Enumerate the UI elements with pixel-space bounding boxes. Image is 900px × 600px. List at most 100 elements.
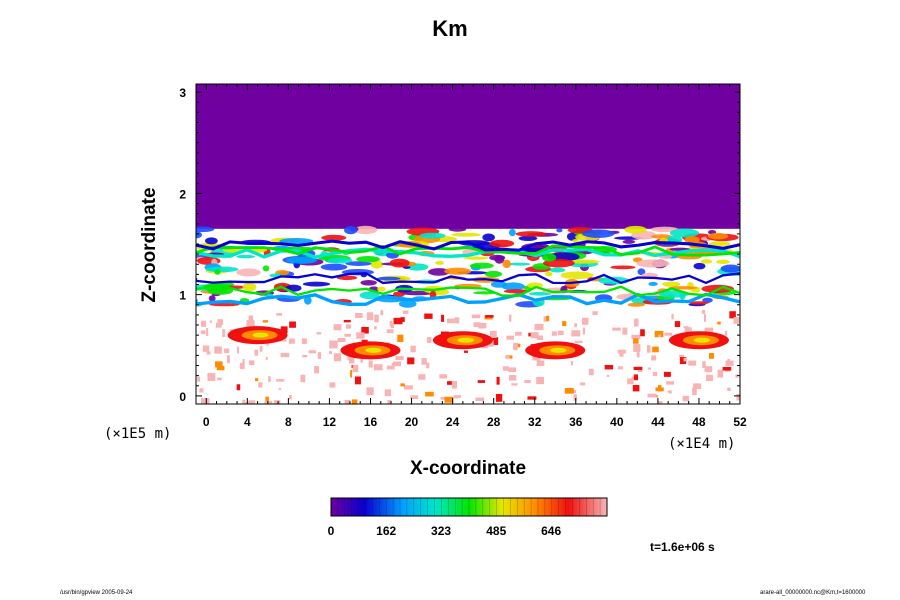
mid-layer-band xyxy=(196,292,740,306)
mid-layer-blob xyxy=(205,266,239,273)
mid-layer-blob xyxy=(637,268,646,276)
mid-layer-blob xyxy=(359,291,380,300)
lower-speckle xyxy=(246,320,255,327)
lower-speckle xyxy=(206,328,209,336)
lower-speckle xyxy=(343,319,351,323)
footer-right: arare-all_00000000.nc@Km,t=1600000 xyxy=(760,590,866,596)
colorbar-gradient xyxy=(331,498,607,516)
lower-speckle xyxy=(606,374,610,377)
x-tick-label: 28 xyxy=(487,415,501,429)
mid-layer-blob xyxy=(716,259,730,264)
lower-speckle xyxy=(214,346,222,354)
lower-speckle xyxy=(536,335,543,341)
lower-speckle xyxy=(236,346,240,354)
lower-speckle xyxy=(683,326,689,329)
lower-speckle xyxy=(402,310,409,314)
colorbar-frame xyxy=(330,497,608,517)
x-tick-label: 24 xyxy=(446,415,460,429)
lower-speckle xyxy=(202,345,210,352)
plume-core xyxy=(365,347,382,353)
lower-speckle xyxy=(447,381,455,385)
mid-layer-blob xyxy=(622,239,636,244)
mid-layer-blob xyxy=(209,303,240,307)
lower-speckle xyxy=(530,332,539,339)
lower-speckle xyxy=(636,350,640,358)
lower-speckle xyxy=(217,377,222,381)
lower-speckle xyxy=(496,376,500,385)
time-label: t=1.6e+06 s xyxy=(650,540,715,554)
lower-speckle xyxy=(444,396,454,403)
lower-speckle xyxy=(573,394,577,401)
lower-speckle xyxy=(477,380,486,383)
lower-speckle xyxy=(222,329,226,338)
mid-layer-blob xyxy=(236,254,256,259)
lower-speckle xyxy=(329,382,336,388)
lower-speckle xyxy=(633,366,643,371)
lower-speckle xyxy=(255,378,259,382)
lower-speckle xyxy=(248,315,254,323)
mid-layer-blob xyxy=(428,268,450,276)
mid-layer-blob xyxy=(549,267,566,273)
lower-speckle xyxy=(664,332,673,336)
lower-speckle xyxy=(582,327,586,335)
lower-speckle xyxy=(704,327,714,336)
mid-layer-blob xyxy=(484,270,503,278)
lower-speckle xyxy=(199,388,204,393)
y-tick-label: 2 xyxy=(179,187,186,201)
lower-speckle xyxy=(393,317,403,325)
mid-layer-blob xyxy=(482,233,495,242)
mid-layer-blob xyxy=(242,282,257,292)
lower-speckle xyxy=(688,360,697,366)
mid-layer-blob xyxy=(327,257,353,264)
mid-layer-blob xyxy=(196,226,215,233)
lower-speckle xyxy=(216,365,225,371)
lower-speckle xyxy=(316,332,322,335)
mid-layer-blob xyxy=(344,226,358,235)
lower-speckle xyxy=(667,390,672,393)
lower-speckle xyxy=(622,327,628,335)
mid-layer-blob xyxy=(196,231,202,239)
lower-speckle xyxy=(207,373,216,381)
lower-speckle xyxy=(495,393,503,402)
lower-speckle xyxy=(612,327,621,331)
mid-layer-blob xyxy=(702,297,713,303)
lower-speckle xyxy=(564,387,574,394)
lower-speckle xyxy=(314,366,320,374)
lower-speckle xyxy=(725,360,734,366)
plume-core xyxy=(457,337,474,343)
mid-layer-blob xyxy=(321,234,347,241)
lower-speckle xyxy=(197,376,201,382)
lower-speckle xyxy=(633,338,639,344)
lower-speckle xyxy=(368,360,373,368)
lower-speckle xyxy=(404,385,413,390)
mid-layer-blob xyxy=(708,241,731,247)
mid-layer-blob xyxy=(448,226,467,232)
lower-speckle xyxy=(528,332,532,337)
lower-speckle xyxy=(242,399,246,404)
lower-speckle xyxy=(574,340,583,343)
lower-speckle xyxy=(545,315,550,322)
lower-speckle xyxy=(410,345,416,353)
lower-speckle xyxy=(571,330,581,337)
lower-speckle xyxy=(543,316,546,322)
lower-speckle xyxy=(393,361,401,367)
mid-layer-blob xyxy=(336,275,358,281)
lower-speckle xyxy=(384,389,392,397)
lower-speckle xyxy=(301,338,307,345)
lower-speckle xyxy=(582,317,589,325)
lower-speckle xyxy=(200,330,206,335)
lower-speckle xyxy=(666,381,674,385)
lower-speckle xyxy=(397,334,404,342)
mid-layer-blob xyxy=(502,259,512,269)
lower-speckle xyxy=(473,322,481,328)
mid-layer-blob xyxy=(707,232,729,240)
lower-speckle xyxy=(258,382,263,388)
lower-speckle xyxy=(475,397,485,402)
plume-core xyxy=(693,337,710,343)
lower-speckle xyxy=(424,313,433,319)
lower-speckle xyxy=(374,326,377,330)
lower-speckle xyxy=(646,345,651,353)
lower-speckle xyxy=(682,395,690,402)
lower-speckle xyxy=(349,355,355,364)
y-tick-label: 0 xyxy=(179,390,186,404)
